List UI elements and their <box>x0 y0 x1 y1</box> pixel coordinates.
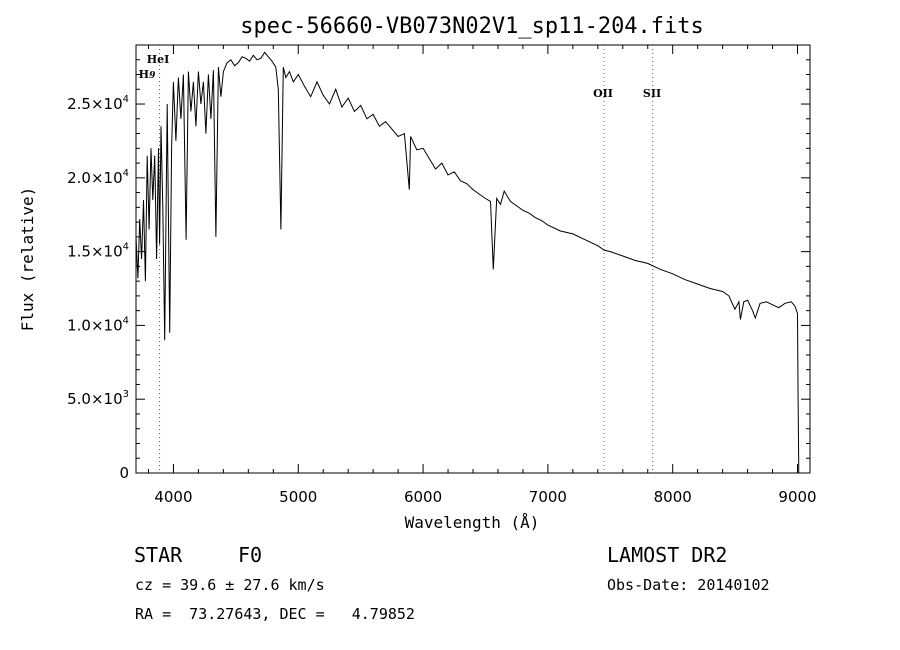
x-tick-label: 4000 <box>154 488 192 506</box>
x-axis-label: Wavelength (Å) <box>405 513 540 532</box>
spectrum-line <box>135 51 800 474</box>
plot-frame <box>135 44 811 474</box>
survey-name: LAMOST DR2 <box>607 543 728 567</box>
reference-label-oii: OII <box>593 87 613 100</box>
y-tick-label: 0 <box>119 464 129 482</box>
x-tick-label: 5000 <box>279 488 317 506</box>
y-axis-label: Flux (relative) <box>18 187 37 332</box>
axis-ticks <box>136 45 810 474</box>
reference-lines: HeI H9 OII SII <box>139 45 661 473</box>
y-tick-label: 2.0×104 <box>67 168 129 187</box>
reference-label-hei: HeI <box>147 53 170 66</box>
y-tick-label: 1.5×104 <box>67 242 129 261</box>
spectral-subclass: F0 <box>238 543 263 567</box>
reference-label-sii: SII <box>643 87 661 100</box>
y-tick-label: 2.5×104 <box>67 94 129 113</box>
y-tick-label: 1.0×104 <box>67 315 129 334</box>
x-tick-label: 7000 <box>529 488 567 506</box>
tick-labels: 4000 5000 6000 7000 8000 9000 0 5.0×103 1.0×104 1… <box>67 94 817 506</box>
reference-label-h9: H9 <box>139 68 156 81</box>
chart-title: spec-56660-VB073N02V1_sp11-204.fits <box>240 14 704 39</box>
coordinates: RA = 73.27643, DEC = 4.79852 <box>135 605 415 623</box>
x-tick-label: 6000 <box>404 488 442 506</box>
object-type: STAR <box>134 543 183 567</box>
observation-date: Obs-Date: 20140102 <box>607 576 770 594</box>
x-tick-label: 8000 <box>654 488 692 506</box>
redshift-cz: cz = 39.6 ± 27.6 km/s <box>135 576 325 594</box>
y-tick-label: 5.0×103 <box>67 389 129 408</box>
x-tick-label: 9000 <box>778 488 816 506</box>
